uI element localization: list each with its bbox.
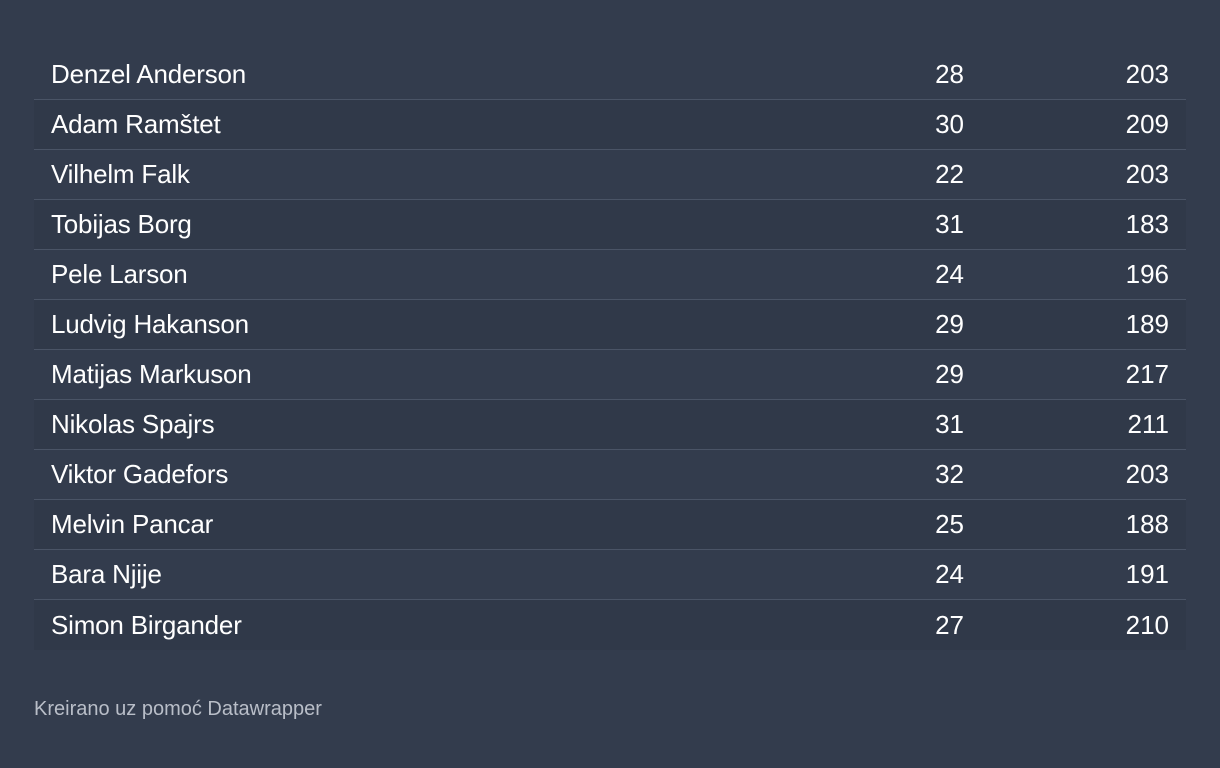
table-row: Denzel Anderson 28 203 xyxy=(34,50,1186,100)
player-age-cell: 25 xyxy=(935,509,964,539)
table-row: Adam Ramštet 30 209 xyxy=(34,100,1186,150)
player-height-cell: 191 xyxy=(1125,559,1169,589)
player-height-cell: 188 xyxy=(1125,509,1169,539)
table-row: Nikolas Spajrs 31 211 xyxy=(34,400,1186,450)
player-height-cell: 196 xyxy=(1125,259,1169,289)
player-name-cell: Adam Ramštet xyxy=(51,109,221,139)
player-name-cell: Pele Larson xyxy=(51,259,188,289)
player-age-cell: 22 xyxy=(935,159,964,189)
table-row: Pele Larson 24 196 xyxy=(34,250,1186,300)
player-height-cell: 189 xyxy=(1125,309,1169,339)
player-age-cell: 29 xyxy=(935,359,964,389)
player-age-cell: 30 xyxy=(935,109,964,139)
table-row: Bara Njije 24 191 xyxy=(34,550,1186,600)
player-height-cell: 209 xyxy=(1125,109,1169,139)
player-name-cell: Vilhelm Falk xyxy=(51,159,190,189)
player-age-cell: 31 xyxy=(935,409,964,439)
player-height-cell: 203 xyxy=(1125,59,1169,89)
player-name-cell: Simon Birgander xyxy=(51,609,242,640)
footer-credit: Kreirano uz pomoć Datawrapper xyxy=(34,698,322,720)
table-row: Simon Birgander 27 210 xyxy=(34,600,1186,650)
player-age-cell: 28 xyxy=(935,59,964,89)
player-height-cell: 211 xyxy=(1127,409,1169,439)
player-height-cell: 203 xyxy=(1125,459,1169,489)
player-height-cell: 217 xyxy=(1125,359,1169,389)
player-height-cell: 203 xyxy=(1125,159,1169,189)
table-row: Matijas Markuson 29 217 xyxy=(34,350,1186,400)
player-name-cell: Melvin Pancar xyxy=(51,509,214,539)
table-row: Viktor Gadefors 32 203 xyxy=(34,450,1186,500)
player-age-cell: 27 xyxy=(935,609,964,640)
player-height-cell: 210 xyxy=(1125,609,1169,640)
table-row: Vilhelm Falk 22 203 xyxy=(34,150,1186,200)
player-age-cell: 32 xyxy=(935,459,964,489)
player-name-cell: Tobijas Borg xyxy=(51,209,192,239)
table-row: Melvin Pancar 25 188 xyxy=(34,500,1186,550)
player-name-cell: Denzel Anderson xyxy=(51,59,247,89)
player-age-cell: 24 xyxy=(935,559,964,589)
players-table: Denzel Anderson 28 203 Adam Ramštet 30 209 Vil… xyxy=(34,50,1186,650)
table-row: Ludvig Hakanson 29 189 xyxy=(34,300,1186,350)
player-height-cell: 183 xyxy=(1125,209,1169,239)
player-name-cell: Nikolas Spajrs xyxy=(51,409,215,439)
player-name-cell: Viktor Gadefors xyxy=(51,459,229,489)
player-name-cell: Bara Njije xyxy=(51,559,162,589)
player-age-cell: 24 xyxy=(935,259,964,289)
player-age-cell: 29 xyxy=(935,309,964,339)
player-name-cell: Ludvig Hakanson xyxy=(51,309,249,339)
table-row: Tobijas Borg 31 183 xyxy=(34,200,1186,250)
player-name-cell: Matijas Markuson xyxy=(51,359,252,389)
player-age-cell: 31 xyxy=(935,209,964,239)
